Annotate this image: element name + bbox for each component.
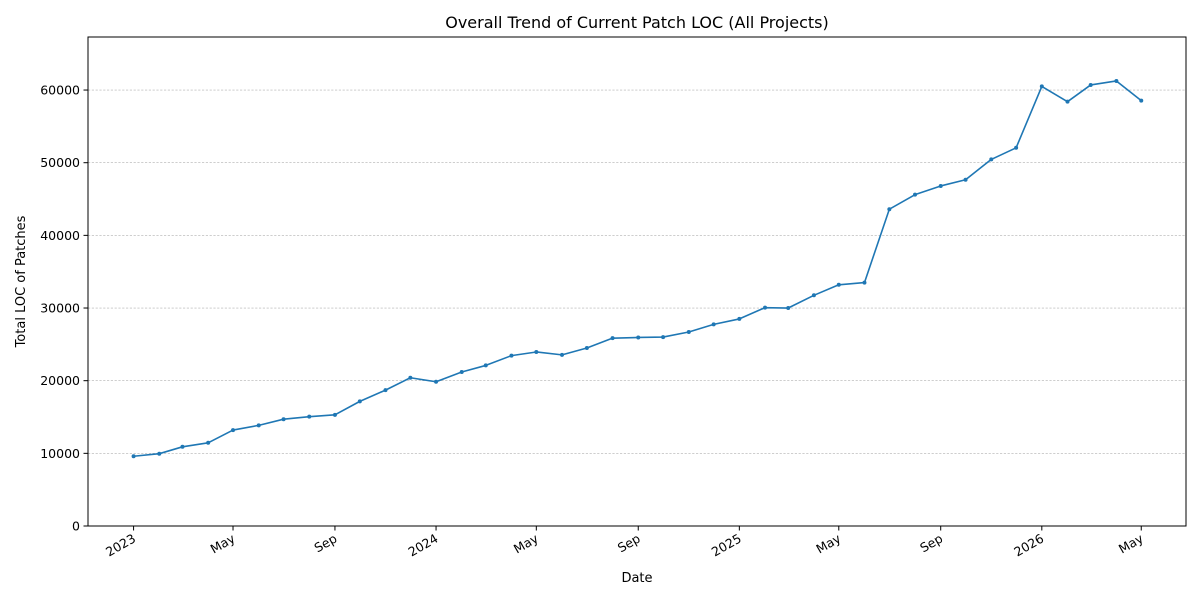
data-point: [836, 282, 841, 287]
y-axis: 0 10000 20000 30000 40000 50000 60000: [40, 83, 88, 534]
data-point: [434, 379, 439, 384]
data-point: [281, 417, 286, 422]
data-point: [131, 454, 136, 459]
plot-frame: [87, 36, 1187, 527]
data-point: [862, 280, 867, 285]
data-point: [408, 375, 413, 380]
y-tick-label: 40000: [40, 228, 80, 243]
data-point: [661, 335, 666, 340]
data-point: [560, 352, 565, 357]
data-point: [307, 414, 312, 419]
series-layer: [131, 78, 1144, 459]
data-point: [737, 316, 742, 321]
y-gridlines: [88, 89, 1186, 454]
y-axis-label: Total LOC of Patches: [14, 215, 29, 348]
data-point: [963, 177, 968, 182]
data-point: [811, 293, 816, 298]
data-point: [459, 369, 464, 374]
y-tick-label: 20000: [40, 373, 80, 388]
data-point: [534, 349, 539, 354]
data-point: [1088, 82, 1093, 87]
data-point: [887, 207, 892, 212]
data-point: [509, 353, 514, 358]
data-point: [483, 363, 488, 368]
data-point: [584, 345, 589, 350]
y-tick-label: 60000: [40, 83, 80, 98]
data-point: [686, 329, 691, 334]
data-point: [231, 428, 236, 433]
data-point: [157, 451, 162, 456]
y-tick-label: 50000: [40, 155, 80, 170]
data-point: [1114, 78, 1119, 83]
y-tick-label: 0: [72, 519, 80, 534]
data-point: [989, 157, 994, 162]
data-point: [1139, 98, 1144, 103]
data-point: [610, 336, 615, 341]
data-point: [913, 192, 918, 197]
data-point: [180, 444, 185, 449]
y-tick-label: 30000: [40, 301, 80, 316]
y-tick-label: 10000: [40, 446, 80, 461]
chart-title: Overall Trend of Current Patch LOC (All …: [445, 13, 829, 32]
data-point: [636, 335, 641, 340]
data-point: [332, 412, 337, 417]
data-point: [763, 305, 768, 310]
data-point: [1065, 99, 1070, 104]
data-point: [711, 322, 716, 327]
data-point: [1039, 84, 1044, 89]
data-point: [256, 423, 261, 428]
data-point: [938, 183, 943, 188]
x-axis-label: Date: [621, 571, 652, 586]
data-point: [383, 388, 388, 393]
data-point: [1014, 145, 1019, 150]
data-point: [206, 440, 211, 445]
data-point: [357, 399, 362, 404]
data-point: [786, 306, 791, 311]
